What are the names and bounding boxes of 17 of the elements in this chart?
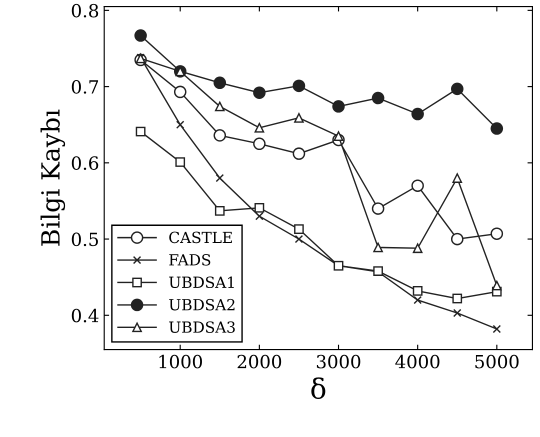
x-tick-label: 1000 <box>159 354 202 368</box>
x-axis-title: δ <box>311 377 326 399</box>
legend-label: CASTLE <box>169 232 232 244</box>
y-tick-label: 0.8 <box>72 4 98 18</box>
y-tick-label: 0.4 <box>72 308 98 322</box>
legend-label: UBDSA2 <box>169 298 234 310</box>
x-tick-label: 3000 <box>316 354 360 368</box>
legend-label: FADS <box>169 254 210 266</box>
x-tick-label: 2000 <box>238 354 282 368</box>
legend-label: UBDSA1 <box>169 276 234 288</box>
x-tick-label: 4000 <box>395 354 440 368</box>
x-tick-label: 5000 <box>475 354 519 368</box>
legend-label: UBDSA3 <box>169 321 235 333</box>
y-tick-label: 0.7 <box>72 80 98 94</box>
y-tick-label: 0.6 <box>72 156 98 170</box>
y-axis-title: Bilgi Kaybı <box>40 110 66 246</box>
y-tick-label: 0.5 <box>72 232 98 246</box>
